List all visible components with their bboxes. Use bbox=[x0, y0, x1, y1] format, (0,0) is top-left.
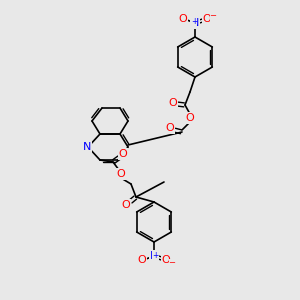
Text: O: O bbox=[186, 113, 194, 123]
Text: O: O bbox=[202, 14, 211, 24]
Text: −: − bbox=[209, 11, 217, 20]
Text: −: − bbox=[169, 259, 176, 268]
Text: O: O bbox=[138, 255, 146, 265]
Text: +: + bbox=[191, 17, 197, 26]
Text: O: O bbox=[166, 123, 174, 133]
Text: O: O bbox=[162, 255, 170, 265]
Text: O: O bbox=[122, 200, 130, 210]
Text: N: N bbox=[83, 142, 91, 152]
Text: O: O bbox=[178, 14, 188, 24]
Text: N: N bbox=[150, 251, 158, 261]
Text: O: O bbox=[117, 169, 125, 179]
Text: O: O bbox=[169, 98, 177, 108]
Text: O: O bbox=[118, 149, 127, 159]
Text: +: + bbox=[152, 250, 158, 260]
Text: N: N bbox=[191, 18, 199, 28]
